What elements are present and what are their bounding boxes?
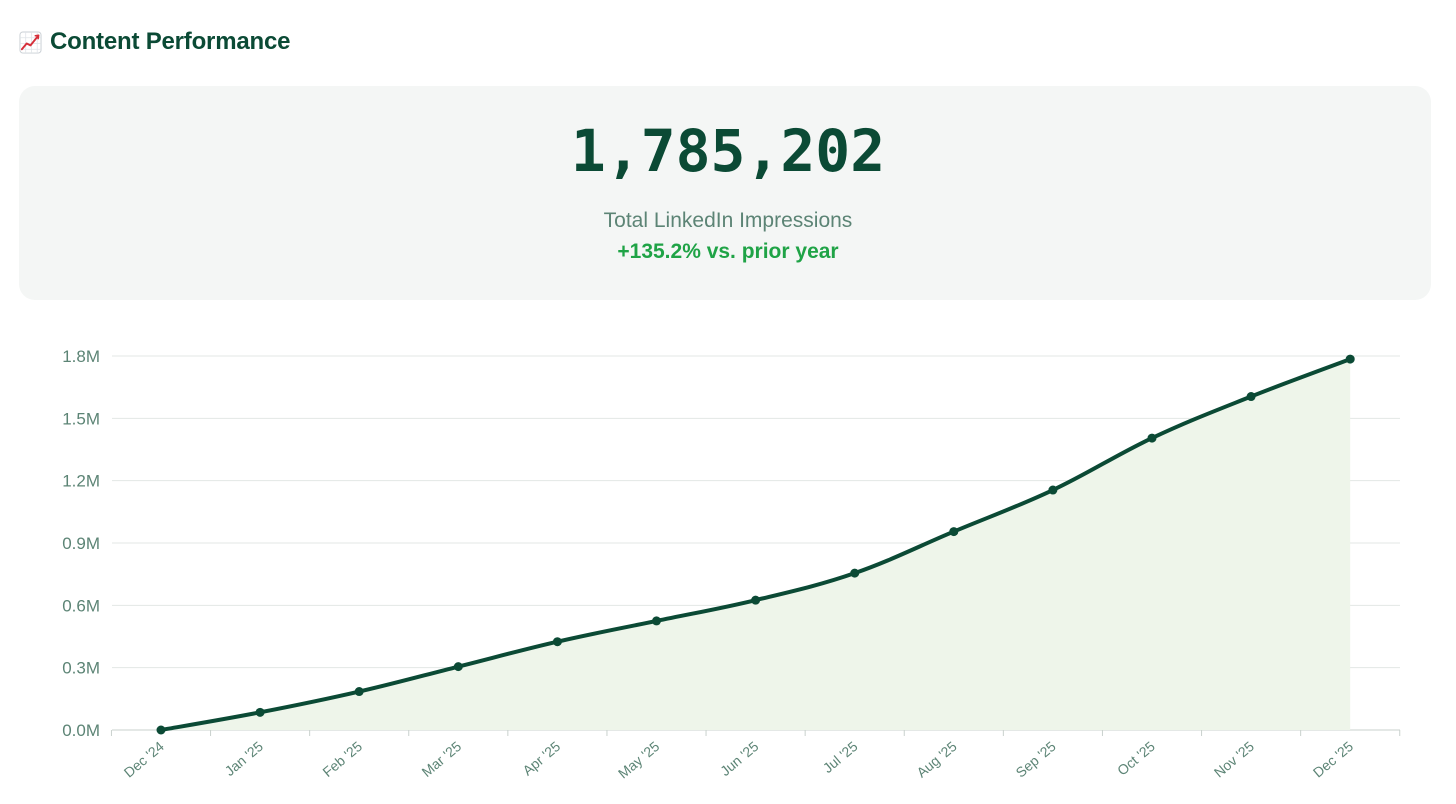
x-tick-label: May '25 — [615, 738, 663, 782]
x-tick-label: Dec '25 — [1310, 738, 1356, 781]
data-point — [552, 637, 562, 647]
x-tick-label: Jan '25 — [221, 738, 266, 779]
area-fill — [161, 359, 1351, 730]
kpi-card — [19, 86, 1431, 300]
data-point — [1048, 485, 1058, 495]
data-point — [652, 616, 661, 626]
x-tick-label: Jun '25 — [717, 738, 762, 779]
y-tick-label: 0.0M — [62, 721, 100, 740]
data-point — [1345, 354, 1355, 364]
page-title: Content Performance — [50, 28, 291, 55]
x-tick-label: Sep '25 — [1013, 738, 1059, 781]
x-tick-label: Oct '25 — [1114, 738, 1158, 779]
kpi-total-impressions: 1,785,202 — [570, 117, 886, 185]
kpi-change-badge: +135.2% vs. prior year — [617, 240, 839, 263]
data-point — [751, 595, 761, 605]
x-tick-label: Nov '25 — [1211, 738, 1257, 781]
data-point — [453, 662, 463, 672]
y-tick-label: 1.2M — [62, 472, 100, 491]
data-point — [850, 568, 860, 578]
data-point — [255, 707, 265, 717]
y-tick-label: 0.9M — [62, 534, 100, 553]
y-tick-label: 1.8M — [62, 347, 100, 366]
data-point — [949, 527, 959, 537]
x-tick-label: Mar '25 — [419, 738, 465, 780]
x-tick-label: Dec '24 — [121, 738, 167, 781]
y-tick-label: 0.6M — [62, 596, 100, 615]
data-point — [1246, 392, 1256, 402]
data-point — [1147, 433, 1157, 443]
data-point — [156, 725, 166, 735]
y-tick-label: 1.5M — [62, 409, 100, 428]
chart-increasing-icon — [19, 30, 42, 54]
series-line — [159, 357, 1353, 732]
x-tick-label: Feb '25 — [319, 738, 365, 780]
x-tick-label: Apr '25 — [519, 738, 563, 779]
kpi-label: Total LinkedIn Impressions — [603, 209, 853, 232]
y-tick-label: 0.3M — [62, 659, 100, 678]
x-tick-label: Aug '25 — [913, 738, 959, 781]
data-point — [354, 687, 364, 697]
x-tick-label: Jul '25 — [820, 738, 861, 776]
section-header: Content Performance — [19, 24, 290, 60]
